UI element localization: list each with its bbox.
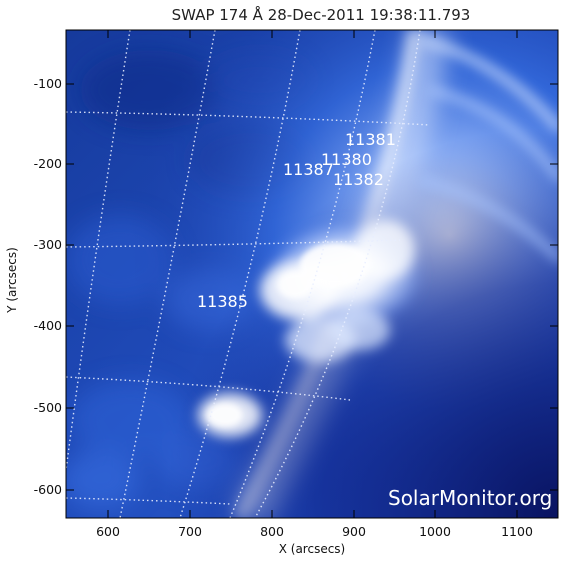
y-axis [66, 83, 558, 491]
y-tick-label: -600 [34, 482, 62, 497]
watermark-text: SolarMonitor.org [388, 486, 552, 510]
image-title: SWAP 174 Å 28-Dec-2011 19:38:11.793 [172, 5, 471, 24]
x-tick-labels: 600 700 800 900 1000 1100 [96, 524, 533, 539]
y-tick-label: -100 [34, 76, 62, 91]
x-axis [107, 30, 518, 518]
ar-label-11385: 11385 [197, 292, 248, 311]
active-region-labels: 11381 11380 11387 11382 11385 [197, 130, 396, 311]
y-tick-label: -200 [34, 156, 62, 171]
y-tick-label: -500 [34, 400, 62, 415]
ar-label-11381: 11381 [345, 130, 396, 149]
plot-frame [65, 29, 559, 519]
x-tick-label: 600 [96, 524, 120, 539]
x-axis-title: X (arcsecs) [279, 542, 346, 556]
x-tick-label: 1000 [419, 524, 451, 539]
ar-label-11387: 11387 [283, 160, 334, 179]
ar-label-11380: 11380 [321, 150, 372, 169]
solar-disk-image: 11381 11380 11387 11382 11385 SolarMonit… [66, 30, 558, 518]
x-tick-label: 700 [178, 524, 202, 539]
y-tick-label: -400 [34, 318, 62, 333]
y-axis-title: Y (arcsecs) [5, 247, 19, 314]
ar-label-11382: 11382 [333, 170, 384, 189]
x-tick-label: 1100 [501, 524, 533, 539]
coordinate-grid [66, 30, 431, 518]
x-tick-label: 900 [342, 524, 366, 539]
y-tick-labels: -100 -200 -300 -400 -500 -600 [34, 76, 62, 497]
x-tick-label: 800 [260, 524, 284, 539]
y-tick-label: -300 [34, 237, 62, 252]
